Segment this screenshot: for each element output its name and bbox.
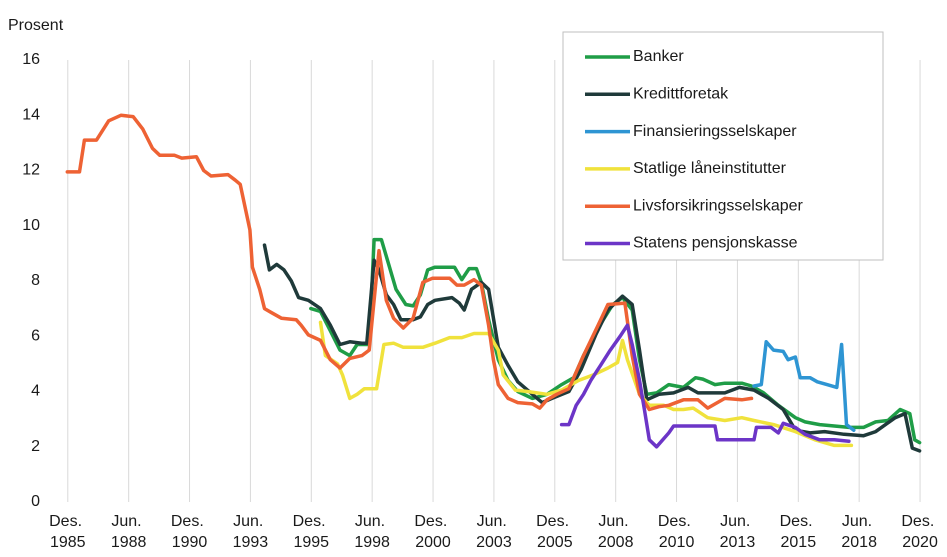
series-line <box>559 323 851 449</box>
x-tick-label: Des. 2010 <box>658 513 695 551</box>
legend-label: Livsforsikringsselskaper <box>633 197 804 214</box>
y-axis-label: Prosent <box>8 17 64 34</box>
x-tick-label: Des. 2015 <box>780 513 817 551</box>
y-tick-label: 14 <box>22 106 40 123</box>
legend-box <box>562 31 884 261</box>
y-tick-label: 12 <box>22 162 40 179</box>
legend-label: Statlige låneinstitutter <box>633 159 787 177</box>
x-tick-label: Jun. 2003 <box>476 513 512 551</box>
x-tick-label: Des. 1995 <box>293 513 330 551</box>
x-tick-label: Jun. 2013 <box>720 513 756 551</box>
x-tick-label: Jun. 1993 <box>233 513 269 551</box>
x-tick-label: Jun. 2008 <box>598 513 634 551</box>
x-tick-label: Jun. 1998 <box>354 513 390 551</box>
legend-label: Banker <box>633 48 684 65</box>
series-line <box>752 340 856 432</box>
lines <box>65 113 922 453</box>
y-tick-label: 8 <box>31 272 40 289</box>
y-tick-label: 6 <box>31 327 40 344</box>
y-tick-label: 16 <box>22 51 40 68</box>
x-tick-label: Jun. 2018 <box>841 513 877 551</box>
axes: 0 2 4 6 8 10 12 14 16 Des. 1985 Jun. 1988 Des. 1990… <box>22 51 939 551</box>
x-tick-label: Jun. 1988 <box>111 513 147 551</box>
x-tick-label: Des. 2005 <box>536 513 573 551</box>
x-tick-label: Des. 2020 <box>901 513 938 551</box>
y-tick-label: 10 <box>22 217 40 234</box>
legend-label: Finansieringsselskaper <box>633 123 797 140</box>
series-line <box>262 243 922 453</box>
legend-label: Statens pensjonskasse <box>633 235 798 252</box>
x-tick-label: Des. 1990 <box>171 513 208 551</box>
x-tick-label: Des. 1985 <box>49 513 86 551</box>
y-tick-label: 0 <box>31 493 40 510</box>
legend: Banker Kredittforetak Finansieringsselskap… <box>585 48 804 252</box>
legend-label: Kredittforetak <box>633 86 729 103</box>
series-line <box>318 320 854 448</box>
x-tick-label: Des. 2000 <box>414 513 451 551</box>
y-tick-label: 2 <box>31 438 40 455</box>
y-tick-label: 4 <box>31 383 40 400</box>
series-line <box>65 113 754 412</box>
